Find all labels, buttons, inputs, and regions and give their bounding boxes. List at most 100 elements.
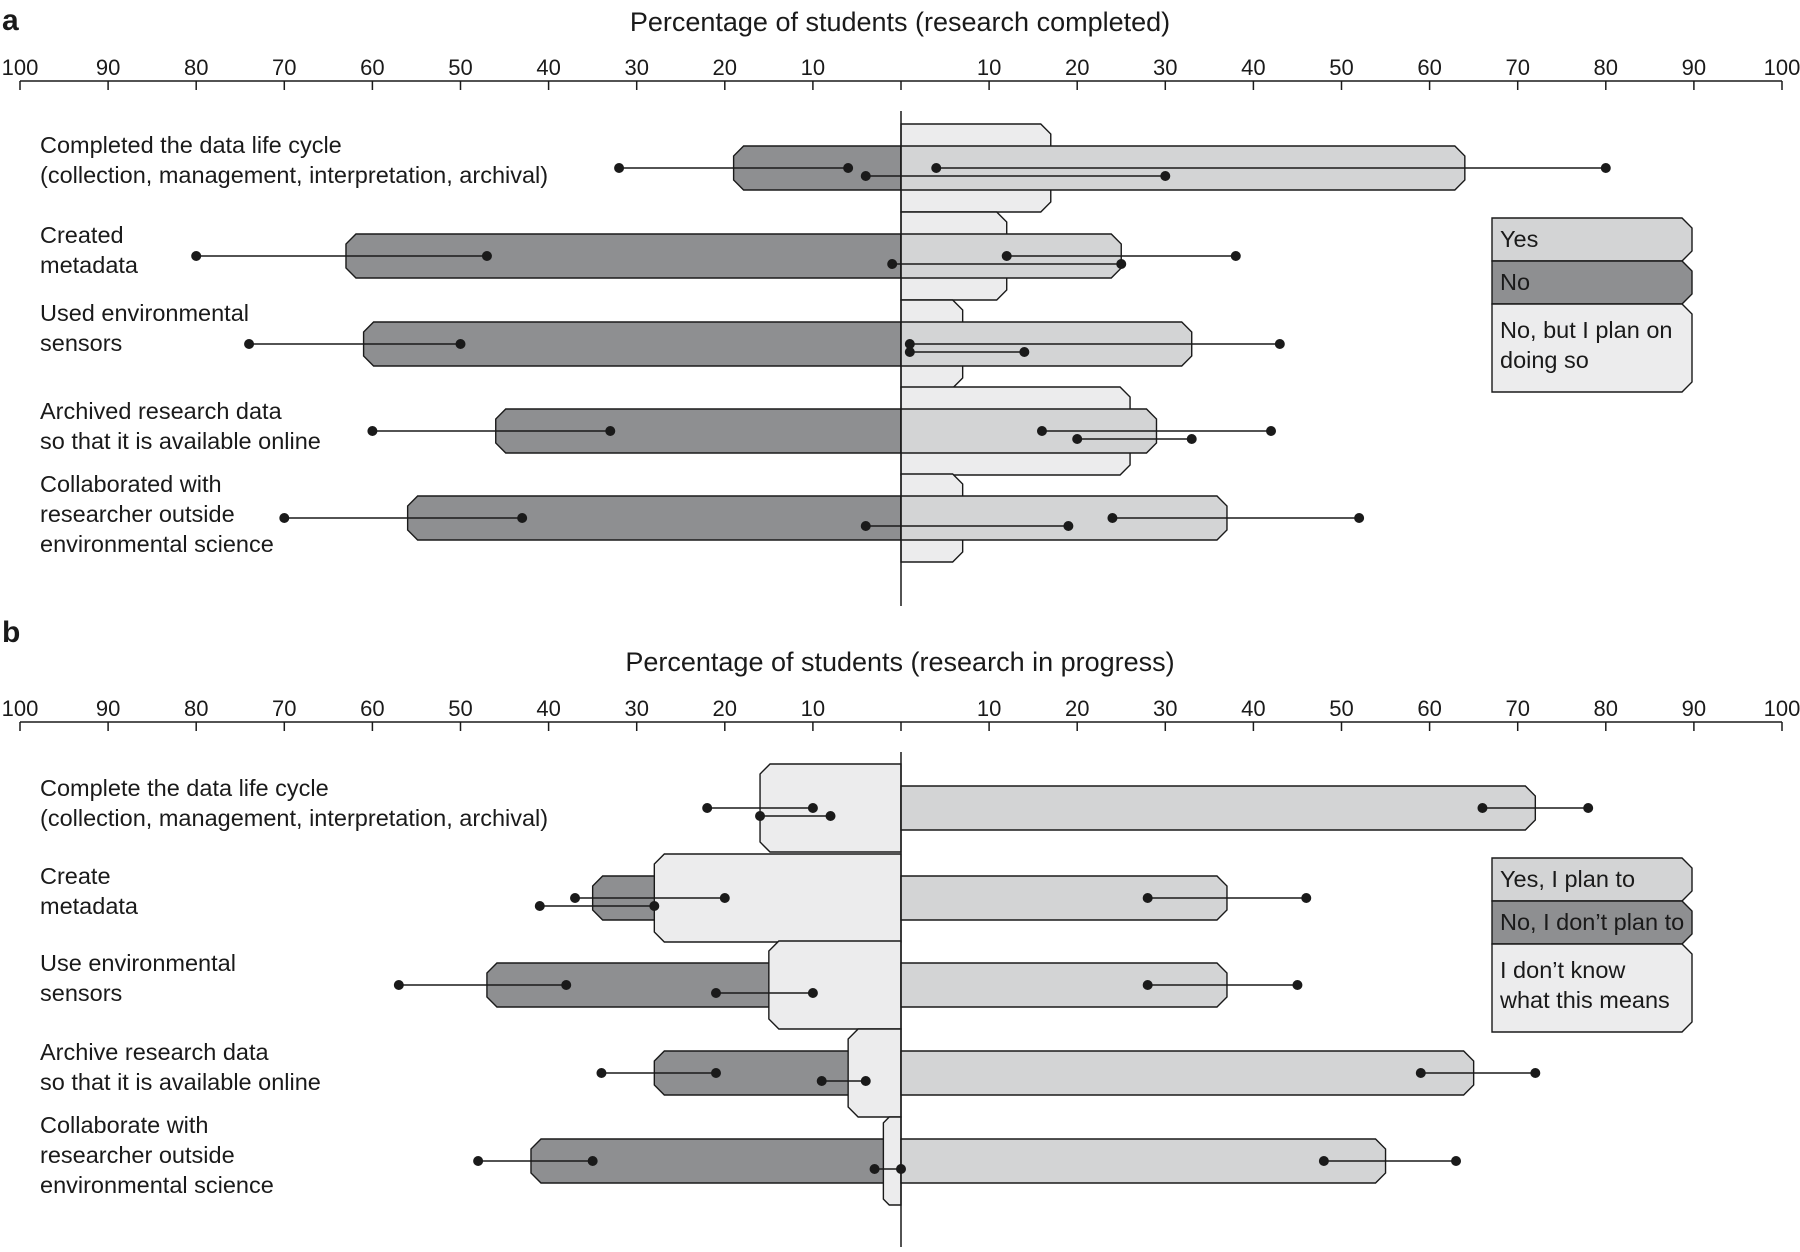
panel-a-tick-label: 100 (1764, 55, 1800, 80)
panel-a-ci-point (244, 339, 255, 349)
panel-b-category-label: so that it is available online (40, 1069, 321, 1095)
panel-b-tick-label: 60 (1417, 696, 1441, 721)
panel-b-ci-point (860, 1076, 871, 1086)
panel-b-tick-label: 50 (448, 696, 472, 721)
panel-b-ci-point (1530, 1068, 1541, 1078)
panel-a-ci-point (481, 251, 492, 261)
panel-b-legend-label: Yes, I plan to (1500, 866, 1635, 892)
panel-b-ci-point (710, 1068, 721, 1078)
panel-b-tick-label: 10 (801, 696, 825, 721)
panel-b-ci-point (1415, 1068, 1426, 1078)
panel-a-ci-point (1072, 434, 1083, 444)
panel-a-ci-point (887, 259, 898, 269)
panel-b-category-label: Archive research data (40, 1039, 270, 1065)
panel-b-ci-point (570, 893, 581, 903)
panel-b-ci-point (1318, 1156, 1329, 1166)
panel-a-ci-point (1107, 513, 1118, 523)
panel-a-category-label: Collaborated with (40, 471, 222, 497)
panel-b-ci-point (1142, 893, 1153, 903)
panel-a-tick-label: 50 (448, 55, 472, 80)
panel-b-ci-point (1477, 803, 1488, 813)
panel-a-tick-label: 60 (1417, 55, 1441, 80)
panel-a-category-label: sensors (40, 330, 122, 356)
panel-b-ci-point (649, 901, 660, 911)
panel-a-ci-point (1230, 251, 1241, 261)
panel-a-ci-point (843, 163, 854, 173)
panel-b-category-label: Complete the data life cycle (40, 775, 329, 801)
panel-a-tick-label: 100 (2, 55, 39, 80)
panel-a-category-label: (collection, management, interpretation,… (40, 162, 548, 188)
panel-b-category-label: Create (40, 863, 111, 889)
panel-a-tick-label: 50 (1329, 55, 1353, 80)
panel-a-ci-point (860, 171, 871, 181)
panel-b-tick-label: 90 (1682, 696, 1706, 721)
panel-b-tick-label: 50 (1329, 696, 1353, 721)
panel-b-legend-swatch (1491, 943, 1693, 1033)
panel-b-bar-yes (900, 785, 1537, 831)
panel-b-tick-label: 10 (977, 696, 1001, 721)
panel-a-tick-label: 20 (713, 55, 737, 80)
panel-b-letter: b (2, 616, 20, 649)
panel-a-ci-point (605, 426, 616, 436)
panel-a-ci-point (517, 513, 528, 523)
panel-b-ci-point (869, 1164, 880, 1174)
panel-b-tick-label: 30 (1153, 696, 1177, 721)
panel-a-category-label: Archived research data (40, 398, 283, 424)
panel-b-legend-label: I don’t know (1500, 957, 1626, 983)
panel-a-ci-point (931, 163, 942, 173)
panel-b-ci-point (807, 988, 818, 998)
panel-b-ci-point (561, 980, 572, 990)
panel-b-ci-point (1583, 803, 1594, 813)
panel-b-bar-third (882, 1116, 902, 1206)
panel-a-tick-label: 10 (801, 55, 825, 80)
panel-a-ci-point (455, 339, 466, 349)
panel-b-ci-point (587, 1156, 598, 1166)
panel-a-category-label: so that it is available online (40, 428, 321, 454)
panel-a-ci-point (1600, 163, 1611, 173)
panel-a-tick-label: 70 (1505, 55, 1529, 80)
panel-a-ci-point (1160, 171, 1171, 181)
panel-a-ci-point (1116, 259, 1127, 269)
panel-a-legend-swatch (1491, 303, 1693, 393)
panel-b-tick-label: 40 (536, 696, 560, 721)
panel-b-tick-label: 80 (1594, 696, 1618, 721)
panel-a-letter: a (2, 4, 19, 37)
panel-b-tick-label: 100 (1764, 696, 1800, 721)
panel-a-tick-label: 30 (1153, 55, 1177, 80)
panel-b-ci-point (702, 803, 713, 813)
panel-b-ci-point (825, 811, 836, 821)
panel-a-ci-point (904, 339, 915, 349)
panel-b-category-label: sensors (40, 980, 122, 1006)
panel-a-category-label: Created (40, 222, 124, 248)
panel-b-legend-label: No, I don’t plan to (1500, 909, 1684, 935)
panel-a-tick-label: 70 (272, 55, 296, 80)
panel-a-legend-label: Yes (1500, 226, 1538, 252)
panel-b-ci-point (393, 980, 404, 990)
panel-b-tick-label: 60 (360, 696, 384, 721)
panel-a-tick-label: 80 (1594, 55, 1618, 80)
panel-a-tick-label: 30 (624, 55, 648, 80)
panel-b-ci-point (755, 811, 766, 821)
panel-b-ci-point (1451, 1156, 1462, 1166)
panel-a-tick-label: 10 (977, 55, 1001, 80)
panel-b-ci-point (1142, 980, 1153, 990)
panel-b-tick-label: 20 (713, 696, 737, 721)
panel-a-ci-point (1266, 426, 1277, 436)
panel-b-category-label: Collaborate with (40, 1112, 209, 1138)
panel-a-ci-point (279, 513, 290, 523)
panel-b-tick-label: 30 (624, 696, 648, 721)
panel-a-category-label: metadata (40, 252, 139, 278)
panel-a-category-label: Completed the data life cycle (40, 132, 342, 158)
panel-a-tick-label: 40 (536, 55, 560, 80)
panel-b-category-label: Use environmental (40, 950, 236, 976)
panel-a-category-label: Used environmental (40, 300, 249, 326)
panel-b-tick-label: 90 (96, 696, 120, 721)
panel-a-tick-label: 60 (360, 55, 384, 80)
panel-a-ci-point (1186, 434, 1197, 444)
panel-a-ci-point (1274, 339, 1285, 349)
panel-a-legend-label: doing so (1500, 347, 1589, 373)
panel-b-tick-label: 70 (272, 696, 296, 721)
panel-b-category-label: metadata (40, 893, 139, 919)
panel-b: b Percentage of students (research in pr… (2, 616, 1800, 1247)
